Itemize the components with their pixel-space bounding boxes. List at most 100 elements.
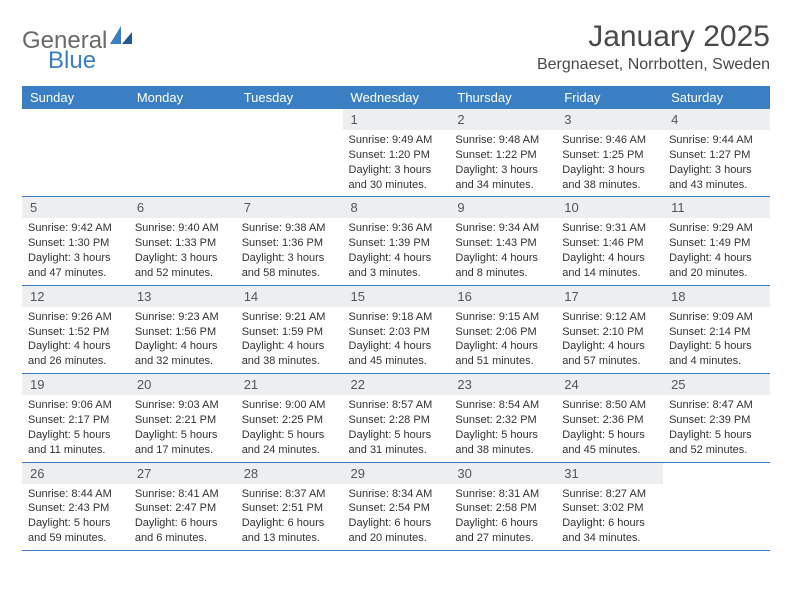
day-details: Sunrise: 8:27 AM Sunset: 3:02 PM Dayligh…: [556, 484, 663, 550]
day-details: Sunrise: 8:34 AM Sunset: 2:54 PM Dayligh…: [343, 484, 450, 550]
day-number: 4: [663, 109, 770, 130]
day-number: 24: [556, 374, 663, 395]
calendar-cell: 26Sunrise: 8:44 AM Sunset: 2:43 PM Dayli…: [22, 462, 129, 550]
day-number: 28: [236, 463, 343, 484]
calendar-cell: 21Sunrise: 9:00 AM Sunset: 2:25 PM Dayli…: [236, 374, 343, 462]
day-number: 20: [129, 374, 236, 395]
calendar-header-row: Sunday Monday Tuesday Wednesday Thursday…: [22, 86, 770, 109]
calendar-cell: 6Sunrise: 9:40 AM Sunset: 1:33 PM Daylig…: [129, 197, 236, 285]
weekday-friday: Friday: [556, 86, 663, 109]
day-number: 26: [22, 463, 129, 484]
day-details: Sunrise: 9:36 AM Sunset: 1:39 PM Dayligh…: [343, 218, 450, 284]
day-details: Sunrise: 8:37 AM Sunset: 2:51 PM Dayligh…: [236, 484, 343, 550]
day-details: Sunrise: 9:00 AM Sunset: 2:25 PM Dayligh…: [236, 395, 343, 461]
day-number: 31: [556, 463, 663, 484]
day-number: 21: [236, 374, 343, 395]
calendar-cell: 11Sunrise: 9:29 AM Sunset: 1:49 PM Dayli…: [663, 197, 770, 285]
calendar-cell: 25Sunrise: 8:47 AM Sunset: 2:39 PM Dayli…: [663, 374, 770, 462]
day-details: Sunrise: 9:15 AM Sunset: 2:06 PM Dayligh…: [449, 307, 556, 373]
day-number: 25: [663, 374, 770, 395]
day-number: 3: [556, 109, 663, 130]
calendar-cell: 12Sunrise: 9:26 AM Sunset: 1:52 PM Dayli…: [22, 285, 129, 373]
day-details: Sunrise: 9:21 AM Sunset: 1:59 PM Dayligh…: [236, 307, 343, 373]
day-details: Sunrise: 8:57 AM Sunset: 2:28 PM Dayligh…: [343, 395, 450, 461]
day-number: 18: [663, 286, 770, 307]
day-number: 6: [129, 197, 236, 218]
day-number: 17: [556, 286, 663, 307]
calendar-cell: 23Sunrise: 8:54 AM Sunset: 2:32 PM Dayli…: [449, 374, 556, 462]
sail-icon: [110, 26, 132, 44]
calendar-cell: 28Sunrise: 8:37 AM Sunset: 2:51 PM Dayli…: [236, 462, 343, 550]
calendar-cell: 31Sunrise: 8:27 AM Sunset: 3:02 PM Dayli…: [556, 462, 663, 550]
calendar-row: 5Sunrise: 9:42 AM Sunset: 1:30 PM Daylig…: [22, 197, 770, 285]
calendar-cell: 29Sunrise: 8:34 AM Sunset: 2:54 PM Dayli…: [343, 462, 450, 550]
day-number: 8: [343, 197, 450, 218]
day-number: 10: [556, 197, 663, 218]
day-details: Sunrise: 9:42 AM Sunset: 1:30 PM Dayligh…: [22, 218, 129, 284]
calendar-cell: ..: [129, 109, 236, 197]
day-details: Sunrise: 9:26 AM Sunset: 1:52 PM Dayligh…: [22, 307, 129, 373]
day-number: 27: [129, 463, 236, 484]
day-details: Sunrise: 8:54 AM Sunset: 2:32 PM Dayligh…: [449, 395, 556, 461]
weekday-monday: Monday: [129, 86, 236, 109]
day-number: 2: [449, 109, 556, 130]
day-number: 1: [343, 109, 450, 130]
day-number: 9: [449, 197, 556, 218]
weekday-thursday: Thursday: [449, 86, 556, 109]
calendar-cell: 7Sunrise: 9:38 AM Sunset: 1:36 PM Daylig…: [236, 197, 343, 285]
calendar-cell: 18Sunrise: 9:09 AM Sunset: 2:14 PM Dayli…: [663, 285, 770, 373]
day-number: 11: [663, 197, 770, 218]
calendar-cell: 4Sunrise: 9:44 AM Sunset: 1:27 PM Daylig…: [663, 109, 770, 197]
calendar-cell: 19Sunrise: 9:06 AM Sunset: 2:17 PM Dayli…: [22, 374, 129, 462]
header: General January 2025 Bergnaeset, Norrbot…: [22, 20, 770, 74]
day-number: 19: [22, 374, 129, 395]
calendar-cell: 14Sunrise: 9:21 AM Sunset: 1:59 PM Dayli…: [236, 285, 343, 373]
calendar-row: 19Sunrise: 9:06 AM Sunset: 2:17 PM Dayli…: [22, 374, 770, 462]
day-number: 16: [449, 286, 556, 307]
day-details: Sunrise: 8:50 AM Sunset: 2:36 PM Dayligh…: [556, 395, 663, 461]
day-number: 22: [343, 374, 450, 395]
day-details: Sunrise: 9:40 AM Sunset: 1:33 PM Dayligh…: [129, 218, 236, 284]
calendar-cell: ..: [663, 462, 770, 550]
day-details: Sunrise: 9:09 AM Sunset: 2:14 PM Dayligh…: [663, 307, 770, 373]
calendar-page: General January 2025 Bergnaeset, Norrbot…: [0, 0, 792, 571]
calendar-row: 26Sunrise: 8:44 AM Sunset: 2:43 PM Dayli…: [22, 462, 770, 550]
calendar-cell: 1Sunrise: 9:49 AM Sunset: 1:20 PM Daylig…: [343, 109, 450, 197]
weekday-tuesday: Tuesday: [236, 86, 343, 109]
calendar-row: ......1Sunrise: 9:49 AM Sunset: 1:20 PM …: [22, 109, 770, 197]
day-details: Sunrise: 9:29 AM Sunset: 1:49 PM Dayligh…: [663, 218, 770, 284]
day-details: Sunrise: 9:46 AM Sunset: 1:25 PM Dayligh…: [556, 130, 663, 196]
day-number: 14: [236, 286, 343, 307]
brand-part2: Blue: [48, 47, 96, 75]
day-details: Sunrise: 8:44 AM Sunset: 2:43 PM Dayligh…: [22, 484, 129, 550]
day-number: 29: [343, 463, 450, 484]
day-number: 12: [22, 286, 129, 307]
day-details: Sunrise: 9:49 AM Sunset: 1:20 PM Dayligh…: [343, 130, 450, 196]
calendar-body: ......1Sunrise: 9:49 AM Sunset: 1:20 PM …: [22, 109, 770, 550]
calendar-cell: 10Sunrise: 9:31 AM Sunset: 1:46 PM Dayli…: [556, 197, 663, 285]
month-title: January 2025: [537, 20, 770, 54]
day-details: Sunrise: 9:12 AM Sunset: 2:10 PM Dayligh…: [556, 307, 663, 373]
calendar-cell: 3Sunrise: 9:46 AM Sunset: 1:25 PM Daylig…: [556, 109, 663, 197]
calendar-table: Sunday Monday Tuesday Wednesday Thursday…: [22, 86, 770, 551]
day-details: Sunrise: 8:31 AM Sunset: 2:58 PM Dayligh…: [449, 484, 556, 550]
day-details: Sunrise: 8:47 AM Sunset: 2:39 PM Dayligh…: [663, 395, 770, 461]
day-number: 7: [236, 197, 343, 218]
day-details: Sunrise: 9:38 AM Sunset: 1:36 PM Dayligh…: [236, 218, 343, 284]
calendar-cell: 24Sunrise: 8:50 AM Sunset: 2:36 PM Dayli…: [556, 374, 663, 462]
weekday-sunday: Sunday: [22, 86, 129, 109]
location-label: Bergnaeset, Norrbotten, Sweden: [537, 56, 770, 74]
day-number: 13: [129, 286, 236, 307]
calendar-cell: 22Sunrise: 8:57 AM Sunset: 2:28 PM Dayli…: [343, 374, 450, 462]
calendar-cell: 8Sunrise: 9:36 AM Sunset: 1:39 PM Daylig…: [343, 197, 450, 285]
title-block: January 2025 Bergnaeset, Norrbotten, Swe…: [537, 20, 770, 74]
weekday-wednesday: Wednesday: [343, 86, 450, 109]
day-number: 23: [449, 374, 556, 395]
day-details: Sunrise: 9:03 AM Sunset: 2:21 PM Dayligh…: [129, 395, 236, 461]
weekday-saturday: Saturday: [663, 86, 770, 109]
calendar-row: 12Sunrise: 9:26 AM Sunset: 1:52 PM Dayli…: [22, 285, 770, 373]
calendar-cell: 9Sunrise: 9:34 AM Sunset: 1:43 PM Daylig…: [449, 197, 556, 285]
day-number: 5: [22, 197, 129, 218]
calendar-cell: 2Sunrise: 9:48 AM Sunset: 1:22 PM Daylig…: [449, 109, 556, 197]
calendar-cell: 17Sunrise: 9:12 AM Sunset: 2:10 PM Dayli…: [556, 285, 663, 373]
